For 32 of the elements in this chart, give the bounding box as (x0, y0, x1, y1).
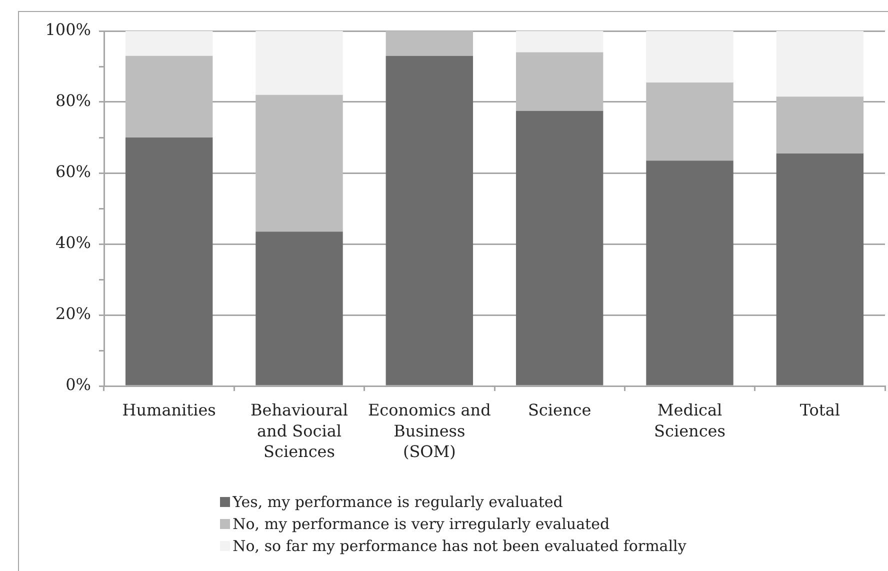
y-tick-label: 80% (55, 91, 91, 110)
y-tick-label: 0% (66, 375, 91, 394)
bar (516, 31, 604, 52)
bar (386, 31, 474, 56)
x-tick-label: Science (528, 400, 592, 420)
bar (125, 31, 213, 56)
x-tick-label: Medical Sciences (654, 400, 726, 440)
y-tick-label: 20% (55, 304, 91, 324)
bar (256, 31, 343, 95)
bar (776, 31, 864, 97)
x-tick-label: Humanities (122, 400, 216, 420)
bar (646, 31, 734, 82)
legend-label: Yes, my performance is regularly evaluated (232, 493, 563, 511)
y-tick-label: 100% (45, 20, 91, 40)
bar (646, 160, 734, 386)
bar (125, 56, 213, 138)
bar (776, 153, 864, 386)
bar (256, 94, 343, 232)
bar (516, 52, 604, 111)
legend-label: No, my performance is very irregularly evaluated (232, 515, 610, 533)
bar (516, 110, 604, 386)
bar (256, 232, 343, 386)
x-tick-label: Economics and Business (SOM) (368, 400, 491, 462)
bar (776, 96, 864, 154)
bar (386, 56, 474, 386)
x-tick-label: Total (800, 400, 840, 420)
x-tick-label: Behavioural and Social Sciences (250, 400, 348, 462)
bar (646, 82, 734, 161)
y-tick-label: 40% (55, 233, 91, 252)
bar (125, 138, 213, 386)
y-tick-label: 60% (55, 162, 91, 182)
legend-label: No, so far my performance has not been evaluated formally (232, 537, 686, 555)
